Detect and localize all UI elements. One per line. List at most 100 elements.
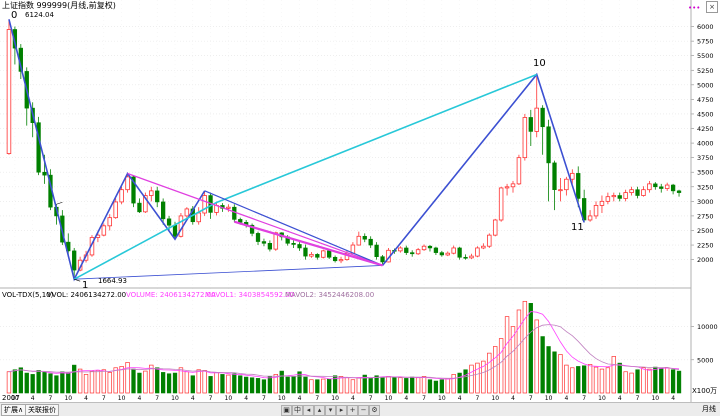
volume-mavol1: MAVOL1: 3403854592.00 — [205, 291, 295, 299]
volume-bar-down — [131, 368, 136, 394]
volume-bar-down — [249, 377, 255, 394]
arrow-left-icon[interactable]: ◂ — [303, 405, 314, 416]
zoom-out-icon[interactable]: ▣ — [281, 405, 292, 416]
time-tick-label: 4 — [84, 395, 88, 402]
volume-bar-down — [528, 303, 533, 394]
time-tick-label: 7 — [155, 395, 159, 402]
volume-bar-up — [184, 371, 190, 394]
period-label[interactable]: 月线 — [702, 405, 716, 413]
volume-indicator-name[interactable]: VOL-TDX(5,10) — [2, 291, 54, 299]
volume-bar-up — [321, 378, 326, 394]
volume-bar-up — [605, 367, 611, 394]
time-tick-label: 4 — [244, 395, 248, 402]
volume-bar-down — [137, 372, 142, 394]
volume-tick-label: 5000 — [697, 356, 714, 364]
arrow-right-icon[interactable]: ▸ — [336, 405, 347, 416]
arrow-up-icon[interactable]: ▴ — [314, 405, 325, 416]
volume-bar-up — [202, 370, 207, 394]
volume-bar-down — [374, 375, 379, 394]
time-tick-label: 7 — [102, 395, 106, 402]
candle-body-down — [255, 233, 261, 242]
candle-body-up — [451, 247, 456, 254]
candle-body-up — [522, 117, 528, 159]
time-tick-label: 10 — [438, 395, 446, 402]
trendline-cyan — [73, 73, 538, 280]
volume-tick-label: 10000 — [697, 323, 718, 331]
price-tick-label: 3500 — [697, 169, 714, 177]
expand-tab[interactable]: 扩展∧ — [1, 404, 27, 416]
volume-bar-down — [279, 370, 284, 394]
volume-bar-up — [178, 367, 184, 394]
candle-body-down — [676, 190, 682, 193]
volume-bar-down — [427, 379, 433, 394]
volume-bar-down — [546, 346, 551, 394]
candle-body-up — [125, 176, 130, 191]
price-tick-label: 2250 — [697, 242, 714, 250]
volume-bar-down — [332, 375, 338, 394]
arrow-down-icon[interactable]: ▾ — [325, 405, 336, 416]
volume-bar-up — [481, 360, 486, 394]
price-tick-label: 4750 — [697, 96, 714, 104]
candle-body-down — [368, 238, 373, 246]
candle-body-down — [303, 247, 308, 257]
candle-body-up — [309, 253, 314, 257]
volume-bar-down — [172, 372, 178, 394]
volume-bar-down — [392, 376, 397, 394]
center-icon[interactable]: 中 — [292, 405, 303, 416]
volume-bar-up — [469, 364, 474, 394]
wave-line-blue-thin — [74, 265, 383, 280]
zoom-minus-icon[interactable]: − — [358, 405, 369, 416]
volume-bar-down — [315, 379, 320, 394]
candle-body-down — [410, 252, 415, 255]
zoom-in-icon[interactable]: + — [347, 405, 358, 416]
time-tick-label: 10 — [545, 395, 553, 402]
candle-body-up — [481, 245, 486, 249]
time-tick-label: 10 — [225, 395, 233, 402]
volume-bar-up — [386, 376, 391, 394]
volume-bar-down — [166, 373, 172, 394]
volume-bar-down — [670, 369, 676, 394]
linked-quote-tab[interactable]: 关联报价 — [25, 404, 59, 416]
volume-bar-up — [664, 367, 670, 394]
volume-bar-up — [498, 338, 504, 394]
time-tick-label: 4 — [564, 395, 568, 402]
volume-bar-up — [83, 374, 89, 394]
candle-body-down — [131, 176, 136, 204]
price-tick-label: 4000 — [697, 140, 714, 148]
volume-bar-up — [445, 378, 450, 394]
volume-bar-up — [226, 374, 231, 394]
price-tick-label: 4500 — [697, 110, 714, 118]
candle-body-down — [137, 202, 142, 213]
time-tick-label: 7 — [422, 395, 426, 402]
volume-bar-up — [493, 346, 498, 394]
volume-bar-up — [344, 377, 350, 394]
time-tick-label: 4 — [618, 395, 622, 402]
close-icon[interactable]: × — [706, 1, 718, 13]
candle-body-down — [427, 245, 433, 249]
time-tick-label: 10 — [651, 395, 659, 402]
candle-body-up — [498, 187, 504, 221]
candle-body-down — [404, 247, 409, 253]
chart-canvas[interactable]: 6000 5750 5500 5250 5000 4750 4500 4250 4000 3750… — [0, 0, 720, 402]
candle-body-up — [398, 247, 403, 252]
candle-body-up — [558, 189, 563, 192]
candle-body-up — [445, 252, 451, 256]
volume-bar-up — [516, 309, 522, 394]
candle-body-up — [504, 186, 510, 189]
volume-bar-up — [398, 377, 403, 394]
price-tick-label: 2000 — [697, 256, 714, 264]
candle-body-up — [469, 255, 474, 259]
settings-icon[interactable]: ⚙ — [369, 405, 380, 416]
volume-bar-up — [510, 326, 516, 394]
volume-bar-down — [244, 376, 249, 394]
candle-body-down — [238, 219, 243, 223]
dots-icon[interactable]: ••• — [688, 4, 701, 12]
volume-bar-down — [362, 374, 367, 394]
candle-body-down — [576, 173, 581, 199]
volume-bar-down — [54, 375, 59, 394]
volume-bar-down — [676, 370, 682, 394]
volume-bar-down — [410, 376, 415, 394]
candle-body-up — [623, 192, 628, 199]
bottom-toolbar: 扩展∧ 关联报价 ▣ 中 ◂ ▴ ▾ ▸ + − ⚙ 月线 — [0, 402, 720, 416]
price-tick-label: 3750 — [697, 154, 714, 162]
